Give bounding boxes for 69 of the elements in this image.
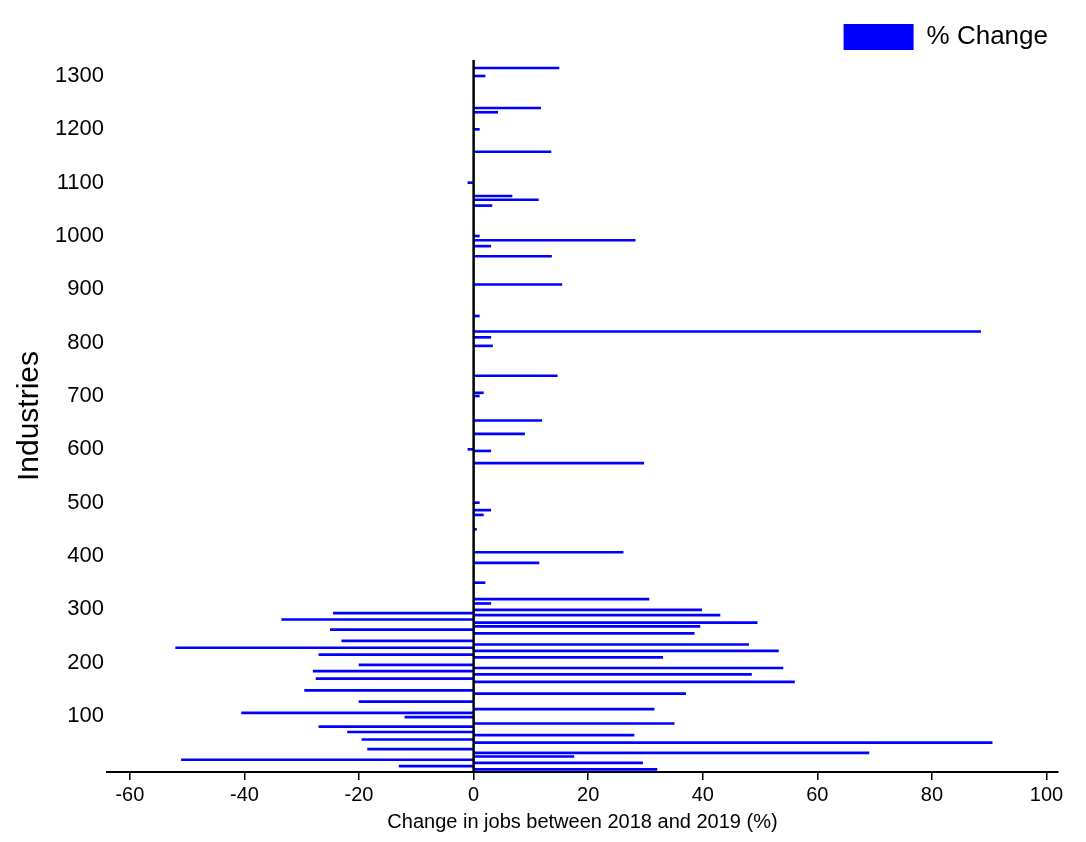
bar <box>474 621 758 624</box>
bar <box>241 711 474 715</box>
bar <box>474 597 650 601</box>
bar <box>330 628 474 631</box>
y-tick-label: 200 <box>67 648 104 674</box>
bar <box>474 254 552 258</box>
x-tick-label: 80 <box>920 782 944 805</box>
bar <box>474 751 870 755</box>
y-tick-label: 700 <box>67 382 104 408</box>
x-tick-label: -20 <box>344 782 374 805</box>
bar <box>175 646 474 650</box>
bar <box>474 550 624 554</box>
bar <box>281 618 474 621</box>
y-tick-label: 300 <box>67 595 104 621</box>
bar <box>358 663 474 667</box>
y-tick-label: 900 <box>67 275 104 301</box>
bar <box>474 768 658 771</box>
bar <box>312 669 474 673</box>
bar <box>474 673 752 676</box>
bar <box>474 613 721 617</box>
bar <box>474 419 543 422</box>
x-tick-label: -60 <box>115 782 145 805</box>
bar <box>474 198 539 202</box>
bar <box>315 677 474 680</box>
bar <box>474 330 981 333</box>
bar <box>358 700 474 703</box>
bar <box>318 725 474 728</box>
x-axis-title: Change in jobs between 2018 and 2019 (%) <box>387 809 778 832</box>
y-tick-label: 800 <box>67 328 104 354</box>
y-tick-label: 600 <box>67 435 104 461</box>
bar <box>341 639 474 643</box>
y-tick-label: 100 <box>67 702 104 728</box>
bar <box>474 204 493 207</box>
bar <box>474 722 675 725</box>
bar <box>474 461 645 465</box>
bar <box>318 653 474 656</box>
bar <box>474 741 993 744</box>
bar <box>474 632 695 635</box>
bar <box>474 501 480 504</box>
bar <box>474 692 686 695</box>
bar <box>474 128 480 131</box>
bar <box>361 738 474 741</box>
x-tick-label: 0 <box>468 782 480 805</box>
bar <box>474 581 486 584</box>
bar <box>474 336 492 339</box>
legend-label: % Change <box>926 20 1048 51</box>
bar <box>474 110 499 114</box>
y-tick-label: 1200 <box>54 115 104 141</box>
y-axis-title: Industries <box>11 350 45 482</box>
y-tick-label: 500 <box>67 488 104 514</box>
bar <box>474 374 558 378</box>
x-tick-label: 60 <box>806 782 829 805</box>
bar <box>474 238 636 242</box>
bar <box>474 150 552 154</box>
bar <box>304 689 474 692</box>
bar <box>474 391 484 395</box>
y-tick-label: 400 <box>67 542 104 568</box>
y-tick-label: 1100 <box>56 168 104 194</box>
bar <box>474 656 664 659</box>
x-tick-label: 20 <box>577 782 600 805</box>
y-tick-label: 1300 <box>54 62 104 88</box>
x-tick-label: 100 <box>1029 782 1064 805</box>
x-tick-label: 40 <box>691 782 714 805</box>
bar <box>474 733 635 737</box>
bar <box>181 758 474 762</box>
bar <box>474 283 563 286</box>
x-tick-label: -40 <box>229 782 259 805</box>
y-tick-label: 1000 <box>54 222 104 248</box>
bar <box>474 643 749 646</box>
